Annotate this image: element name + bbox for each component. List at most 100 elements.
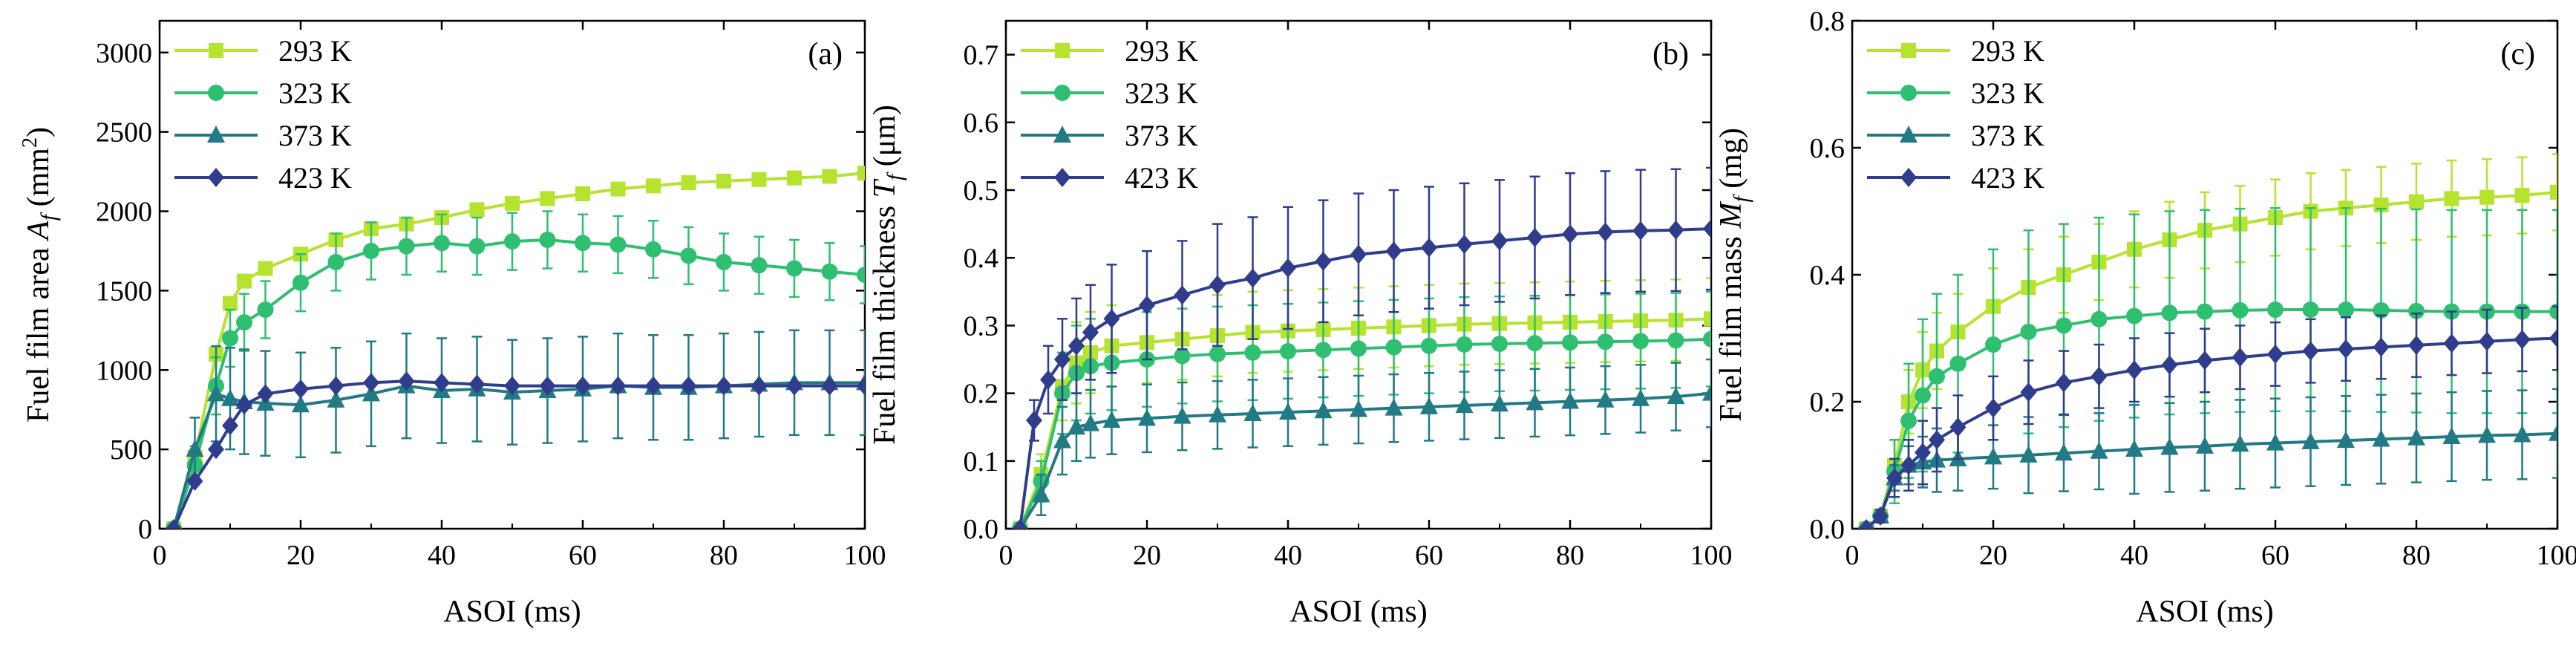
data-point <box>2267 301 2284 318</box>
x-axis-label: ASOI (ms) <box>1289 595 1428 629</box>
data-point <box>2409 195 2424 209</box>
data-point <box>1562 224 1578 244</box>
x-tick-label: 20 <box>1979 540 2007 571</box>
data-point <box>1985 399 2001 418</box>
data-point <box>1632 221 1649 241</box>
data-point <box>2267 345 2284 364</box>
data-point <box>505 196 520 211</box>
series-line <box>174 173 865 529</box>
data-point <box>399 238 415 255</box>
x-tick-label: 100 <box>1690 540 1733 571</box>
legend-label: 373 K <box>278 119 352 152</box>
legend-label: 373 K <box>1125 119 1198 152</box>
series-line <box>174 382 865 529</box>
data-point <box>2162 304 2178 321</box>
legend-label: 423 K <box>278 161 352 195</box>
data-point <box>1174 285 1191 304</box>
y-tick-label: 0.2 <box>964 379 999 410</box>
legend-label: 293 K <box>278 34 352 68</box>
data-point <box>2303 342 2319 361</box>
legend-marker <box>1055 43 1070 58</box>
y-tick-label: 2500 <box>96 117 152 149</box>
y-axis-label: Fuel film mass Mf (mg) <box>1714 128 1753 422</box>
x-tick-label: 20 <box>1133 540 1161 571</box>
data-point <box>363 243 379 259</box>
data-point <box>1527 228 1543 247</box>
data-point <box>1245 345 1261 361</box>
x-tick-label: 60 <box>1415 540 1443 571</box>
series-323-K <box>166 212 873 538</box>
data-point <box>1668 332 1684 348</box>
panel-label: (b) <box>1653 37 1689 71</box>
data-point <box>2445 191 2459 206</box>
x-tick-label: 80 <box>2402 540 2430 571</box>
legend-label: 323 K <box>278 76 352 110</box>
data-point <box>236 314 252 330</box>
data-point <box>1950 356 1967 372</box>
data-point <box>222 330 238 347</box>
data-point <box>2056 317 2072 333</box>
data-point <box>1915 387 1931 403</box>
x-tick-label: 100 <box>844 540 886 571</box>
y-tick-label: 500 <box>110 434 152 466</box>
data-point <box>786 376 802 396</box>
y-tick-label: 2000 <box>96 197 152 228</box>
panel-label: (c) <box>2500 37 2535 71</box>
data-point <box>1026 411 1042 430</box>
data-point <box>716 174 731 189</box>
data-point <box>434 235 450 251</box>
y-tick-label: 0.5 <box>964 175 999 206</box>
data-point <box>504 233 520 250</box>
data-point <box>751 376 768 396</box>
data-point <box>2232 348 2249 367</box>
data-point <box>2373 337 2390 356</box>
plot-area <box>1011 168 1720 538</box>
series-293-K <box>166 166 872 536</box>
data-point <box>2232 302 2249 319</box>
series-293-K <box>1859 154 2565 536</box>
y-axis-label: Fuel film thickness Tf (μm) <box>868 105 907 445</box>
data-point <box>1457 336 1473 353</box>
series-373-K <box>1011 359 1720 536</box>
x-tick-label: 40 <box>1274 540 1302 571</box>
data-point <box>1632 333 1649 349</box>
data-point <box>328 376 344 396</box>
plot-area <box>165 166 874 538</box>
y-tick-label: 0.7 <box>964 40 999 71</box>
data-point <box>2444 333 2460 353</box>
y-tick-label: 0.8 <box>1810 6 1846 37</box>
y-tick-label: 3000 <box>96 38 152 69</box>
data-point <box>645 241 661 258</box>
x-tick-label: 0 <box>153 540 167 571</box>
plot-area <box>1857 154 2566 538</box>
data-point <box>751 257 768 273</box>
data-point <box>611 182 626 197</box>
series-373-K <box>1857 389 2566 536</box>
x-tick-label: 60 <box>569 540 597 571</box>
data-point <box>2549 329 2566 348</box>
data-point <box>1209 276 1226 295</box>
y-tick-label: 1000 <box>96 355 152 386</box>
data-point <box>469 238 486 255</box>
x-tick-label: 80 <box>1556 540 1584 571</box>
series-373-K <box>165 330 874 536</box>
x-tick-label: 100 <box>2537 540 2576 571</box>
data-point <box>2021 382 2037 402</box>
x-axis-label: ASOI (ms) <box>2136 595 2274 629</box>
data-point <box>1386 241 1402 261</box>
data-point <box>1527 335 1543 351</box>
data-point <box>328 254 344 270</box>
data-point <box>1562 334 1578 351</box>
y-tick-label: 0.3 <box>964 310 999 342</box>
legend-marker <box>208 168 224 187</box>
legend-label: 293 K <box>1971 34 2044 68</box>
data-point <box>2479 332 2495 351</box>
data-point <box>540 191 555 206</box>
x-tick-label: 0 <box>1846 540 1860 571</box>
y-tick-label: 0.1 <box>964 446 999 477</box>
y-tick-label: 0.0 <box>964 514 999 545</box>
legend-marker <box>208 85 224 101</box>
